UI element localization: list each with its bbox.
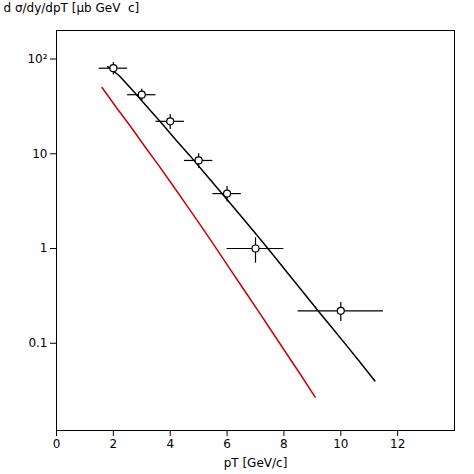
svg-text:12: 12 <box>390 437 405 451</box>
svg-text:10²: 10² <box>27 52 47 66</box>
svg-text:0.1: 0.1 <box>28 336 47 350</box>
svg-text:8: 8 <box>280 437 288 451</box>
svg-text:4: 4 <box>166 437 174 451</box>
svg-text:10: 10 <box>32 147 47 161</box>
svg-text:d σ/dy/dpT [μb GeV c]: d σ/dy/dpT [μb GeV c] <box>4 1 140 15</box>
svg-text:6: 6 <box>223 437 231 451</box>
svg-text:pT [GeV/c]: pT [GeV/c] <box>224 456 288 470</box>
svg-text:0: 0 <box>53 437 61 451</box>
svg-text:2: 2 <box>110 437 118 451</box>
svg-text:1: 1 <box>40 241 48 255</box>
svg-text:10: 10 <box>333 437 348 451</box>
